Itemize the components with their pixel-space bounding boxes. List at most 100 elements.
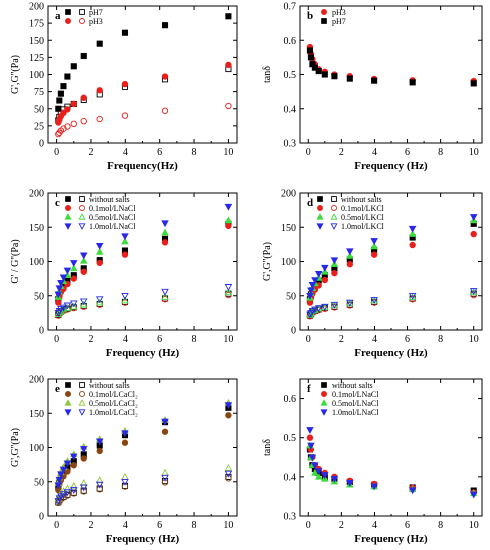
- data-point: [64, 73, 71, 80]
- y-tick-label: 0.6: [284, 394, 297, 405]
- series-f-3: [306, 427, 478, 499]
- data-point: [306, 427, 314, 434]
- data-point: [55, 299, 62, 306]
- series-d-0: [306, 220, 477, 303]
- x-tick-label: 8: [192, 520, 197, 531]
- data-point: [55, 476, 64, 484]
- series-d-3: [306, 214, 478, 300]
- y-tick-label: 25: [34, 121, 44, 132]
- y-tick-label: 0.5: [284, 433, 297, 444]
- data-point: [470, 80, 477, 87]
- legend-marker-open: [331, 196, 337, 202]
- series-e-5: [55, 475, 232, 507]
- x-axis-label: Frequency (Hz): [106, 347, 180, 359]
- data-point: [121, 29, 129, 36]
- y-tick-label: 0.7: [284, 2, 297, 13]
- series-e-2: [54, 398, 233, 486]
- series-c-2: [54, 216, 233, 300]
- legend-marker-filled: [64, 409, 72, 416]
- legend-marker: [320, 409, 328, 416]
- x-tick-label: 2: [88, 147, 93, 158]
- data-point: [161, 73, 169, 80]
- legend-entry: pH7: [321, 17, 346, 26]
- data-point: [70, 302, 78, 310]
- legend-marker-filled: [65, 9, 71, 15]
- legend-entry: 0.1mol/LNaCl: [321, 390, 379, 399]
- series-c-3: [54, 203, 233, 299]
- data-point: [224, 470, 233, 478]
- y-axis-label: G',G''(Pa): [10, 55, 21, 94]
- x-tick-label: 2: [339, 334, 344, 345]
- legend-marker: [321, 9, 327, 15]
- data-point: [370, 242, 378, 250]
- legend-entry: without salts: [317, 195, 382, 204]
- data-point: [161, 428, 169, 435]
- data-point: [330, 476, 339, 483]
- data-point: [54, 482, 63, 490]
- legend-entry: 1.0mol/LCaCl₂: [64, 408, 138, 417]
- x-tick-label: 10: [469, 520, 479, 531]
- x-tick-label: 10: [469, 334, 479, 345]
- data-point: [225, 475, 232, 482]
- data-point: [321, 472, 329, 479]
- data-point: [370, 251, 378, 258]
- data-point: [311, 64, 318, 71]
- series-b-1: [306, 47, 477, 87]
- series-f-0: [306, 446, 477, 494]
- data-point: [225, 412, 232, 419]
- legend-label: 1.0mol/LNaCl: [89, 222, 136, 231]
- y-tick-label: 125: [29, 53, 44, 64]
- legend-label: pH7: [89, 8, 103, 17]
- chart-panel-b: 0 2 4 6 8 10 0.3 0.4 0.5 0.6 0.7 Frequency (Hz) tanδ…: [262, 2, 483, 172]
- data-point: [409, 79, 416, 86]
- data-point: [311, 468, 319, 476]
- data-point: [56, 97, 63, 104]
- data-point: [346, 251, 354, 259]
- y-tick-label: 100: [29, 443, 44, 454]
- legend-marker-open: [330, 223, 338, 230]
- legend-marker: [320, 399, 328, 406]
- legend-entry: 0.1mol/LCaCl₂: [65, 390, 138, 399]
- data-point: [121, 296, 129, 304]
- legend-entry: pH7: [65, 8, 103, 17]
- legend-entry: 1.0mol/LKCl: [316, 222, 385, 231]
- x-tick-label: 0: [306, 147, 311, 158]
- legend-label: 0.1mol/LNaCl: [89, 204, 136, 213]
- data-point: [70, 481, 78, 489]
- y-tick-label: 150: [29, 409, 44, 420]
- data-point: [95, 476, 104, 484]
- y-tick-label: 75: [34, 87, 44, 98]
- legend-entry: 1.0mol/LNaCl: [320, 408, 379, 417]
- data-point: [64, 123, 71, 130]
- y-tick-label: 200: [29, 189, 44, 200]
- data-point: [63, 484, 72, 492]
- y-axis-label: G',G''(Pa): [262, 242, 273, 281]
- data-point: [95, 481, 104, 489]
- y-axis-label: tanδ: [262, 66, 273, 83]
- data-point: [161, 468, 169, 476]
- data-point: [161, 22, 169, 29]
- series-a-2: [55, 61, 232, 126]
- legend-marker: [321, 18, 327, 24]
- data-point: [57, 471, 65, 479]
- legend-entry: without salts: [321, 381, 373, 390]
- x-axis-label: Frequency (Hz): [354, 160, 428, 172]
- legend-marker-filled: [64, 399, 72, 406]
- y-tick-label: 0.3: [284, 512, 297, 523]
- x-tick-label: 4: [123, 334, 128, 345]
- series-f-1: [306, 434, 477, 496]
- data-point: [63, 304, 72, 311]
- data-point: [225, 222, 232, 230]
- panel-letter: d: [307, 197, 313, 209]
- data-point: [311, 462, 319, 470]
- legend-marker-filled: [65, 391, 71, 397]
- data-point: [60, 109, 67, 117]
- data-point: [95, 296, 104, 304]
- data-point: [96, 115, 103, 123]
- data-point: [70, 264, 78, 272]
- data-point: [314, 271, 323, 278]
- x-tick-label: 8: [192, 147, 197, 158]
- legend-marker-filled: [64, 213, 72, 220]
